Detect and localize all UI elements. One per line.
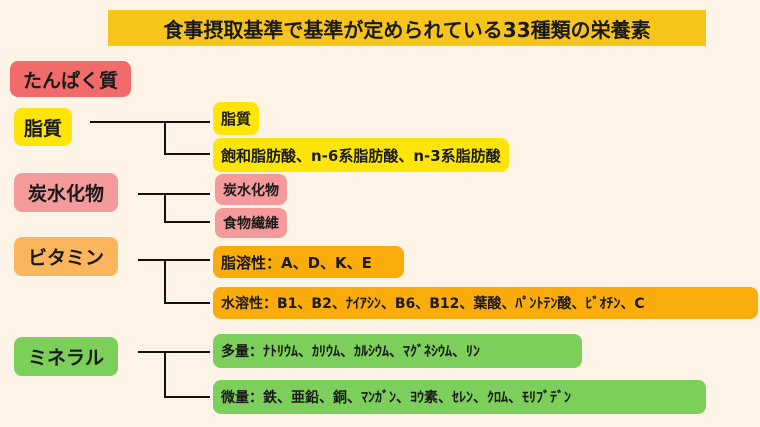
category-lipid: 脂質 bbox=[14, 108, 72, 146]
mineral-child-trace: 微量：鉄、亜鉛、銅、ﾏﾝｶﾞﾝ、ﾖｳ素、ｾﾚﾝ、ｸﾛﾑ、ﾓﾘﾌﾞﾃﾞﾝ bbox=[213, 380, 706, 414]
category-carbohydrate: 炭水化物 bbox=[14, 173, 118, 212]
connector-vitamin-h2 bbox=[164, 302, 210, 304]
connector-carb-h2 bbox=[164, 221, 210, 223]
connector-lipid-v bbox=[164, 121, 166, 154]
category-vitamin: ビタミン bbox=[14, 237, 118, 276]
carb-child-carbohydrate: 炭水化物 bbox=[215, 174, 287, 205]
diagram-title: 食事摂取基準で基準が定められている33種類の栄養素 bbox=[108, 10, 706, 46]
carb-child-dietary-fiber: 食物繊維 bbox=[215, 208, 287, 238]
vitamin-child-fat-soluble: 脂溶性：A、D、K、E bbox=[213, 246, 404, 278]
connector-lipid-h bbox=[90, 121, 210, 123]
connector-carb-h bbox=[138, 193, 210, 195]
connector-vitamin-h bbox=[138, 259, 210, 261]
vitamin-child-water-soluble: 水溶性：B1、B2、ﾅｲｱｼﾝ、B6、B12、葉酸、ﾊﾟﾝﾄﾃﾝ酸、ﾋﾞｵﾁﾝ、… bbox=[213, 287, 758, 319]
connector-vitamin-v bbox=[164, 259, 166, 303]
connector-carb-v bbox=[164, 193, 166, 222]
mineral-child-macro: 多量：ﾅﾄﾘｳﾑ、ｶﾘｳﾑ、ｶﾙｼｳﾑ、ﾏｸﾞﾈｼｳﾑ、ﾘﾝ bbox=[213, 334, 582, 368]
connector-lipid-h2 bbox=[164, 153, 210, 155]
lipid-child-lipid: 脂質 bbox=[213, 102, 260, 135]
connector-mineral-h2 bbox=[164, 396, 210, 398]
lipid-child-fatty-acids: 飽和脂肪酸、n-6系脂肪酸、n-3系脂肪酸 bbox=[213, 138, 509, 172]
category-protein: たんぱく質 bbox=[10, 61, 131, 97]
connector-mineral-h bbox=[138, 351, 210, 353]
category-mineral: ミネラル bbox=[14, 337, 118, 376]
connector-mineral-v bbox=[164, 351, 166, 397]
